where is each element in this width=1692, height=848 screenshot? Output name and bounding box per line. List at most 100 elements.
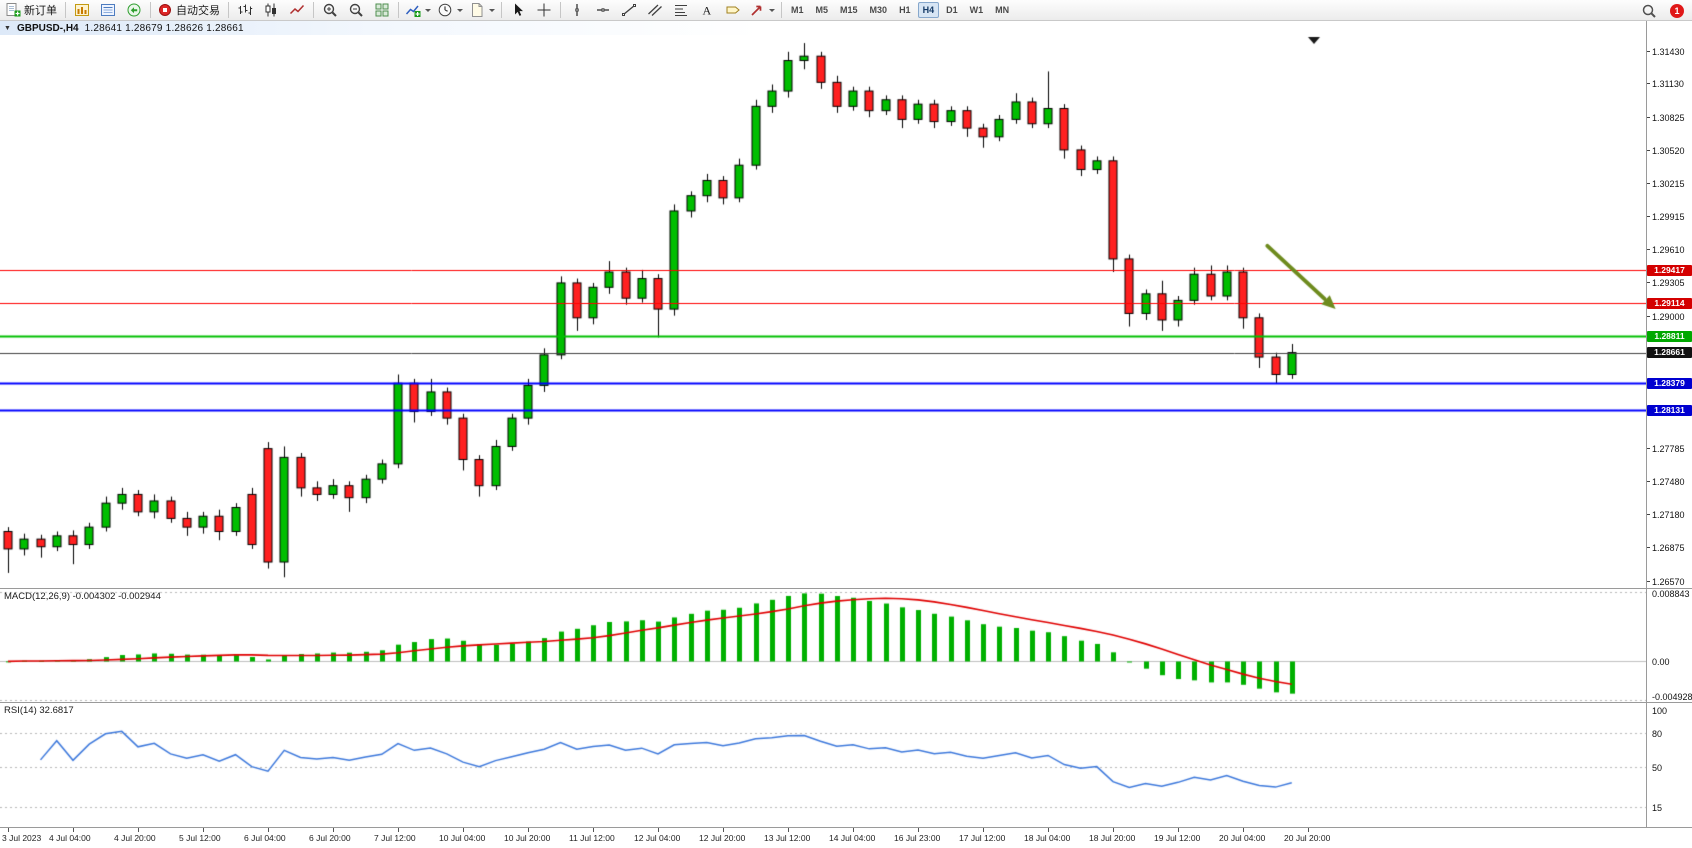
price-level-tag: 1.29114 — [1647, 298, 1692, 309]
timeframe-w1-button[interactable]: W1 — [969, 5, 984, 15]
price-level-tag: 1.28379 — [1647, 378, 1692, 389]
trendline-button[interactable] — [616, 0, 642, 21]
toolbar-separator — [150, 2, 151, 18]
panel-separator[interactable] — [0, 588, 1692, 589]
navigator-button[interactable] — [121, 0, 147, 21]
tile-icon — [375, 3, 389, 17]
chevron-down-icon — [489, 8, 495, 12]
timeframe-m5-button[interactable]: M5 — [815, 5, 829, 15]
axis-tickmark — [1646, 514, 1650, 515]
time-label: 5 Jul 12:00 — [179, 833, 221, 843]
macd-axis-tick: -0.004928 — [1652, 692, 1692, 702]
candlestick-chart-button[interactable] — [258, 0, 284, 21]
vertical-line-button[interactable] — [564, 0, 590, 21]
time-label: 14 Jul 04:00 — [829, 833, 876, 843]
price-tick: 1.29305 — [1652, 278, 1685, 288]
rsi-panel-canvas[interactable] — [0, 703, 1646, 827]
price-level-tag: 1.28131 — [1647, 405, 1692, 416]
periods-button[interactable] — [434, 0, 466, 21]
toolbar-separator — [313, 2, 314, 18]
time-label: 4 Jul 04:00 — [49, 833, 91, 843]
chevron-down-icon — [769, 8, 775, 12]
timeframe-m30-button[interactable]: M30 — [869, 5, 888, 15]
timeframe-h1-button[interactable]: H1 — [899, 5, 911, 15]
price-chart-canvas[interactable] — [0, 35, 1646, 588]
chart-window-icon: ▼ — [4, 24, 11, 32]
time-label: 20 Jul 20:00 — [1284, 833, 1331, 843]
axis-tickmark — [1646, 83, 1650, 84]
toolbar-separator — [560, 2, 561, 18]
time-label: 18 Jul 04:00 — [1024, 833, 1071, 843]
time-tickmark — [1113, 828, 1114, 832]
autotrading-button[interactable]: 自动交易 — [154, 0, 225, 21]
vline-icon — [575, 4, 579, 16]
new-order-button[interactable]: 新订单 — [2, 0, 62, 21]
indicators-button[interactable] — [402, 0, 434, 21]
time-label: 10 Jul 04:00 — [439, 833, 486, 843]
text-label-button[interactable] — [720, 0, 746, 21]
axis-tickmark — [1646, 51, 1650, 52]
macd-panel-canvas[interactable] — [0, 589, 1646, 702]
price-tick: 1.30825 — [1652, 113, 1685, 123]
zoom-in-button[interactable] — [317, 0, 343, 21]
arrow-tool-icon — [751, 5, 762, 16]
bars-icon — [238, 4, 253, 15]
time-label: 6 Jul 20:00 — [309, 833, 351, 843]
time-tickmark — [398, 828, 399, 832]
axis-tickmark — [1646, 117, 1650, 118]
axis-tickmark — [1646, 150, 1650, 151]
price-tick: 1.26570 — [1652, 577, 1685, 587]
time-tickmark — [528, 828, 529, 832]
panel-separator[interactable] — [0, 702, 1692, 703]
time-tickmark — [983, 828, 984, 832]
timeframe-mn-button[interactable]: MN — [995, 5, 1010, 15]
macd-indicator-label: MACD(12,26,9) -0.004302 -0.002944 — [4, 591, 161, 602]
chart-caption: ▼ GBPUSD-,H4 1.28641 1.28679 1.28626 1.2… — [0, 21, 1692, 35]
new-order-icon — [6, 3, 21, 17]
templates-button[interactable] — [466, 0, 498, 21]
timeframe-d1-button[interactable]: D1 — [946, 5, 958, 15]
rsi-indicator-label: RSI(14) 32.6817 — [4, 705, 74, 716]
toolbar-separator — [228, 2, 229, 18]
time-tickmark — [1048, 828, 1049, 832]
zoom-out-button[interactable] — [343, 0, 369, 21]
time-label: 10 Jul 20:00 — [504, 833, 551, 843]
timeframe-m15-button[interactable]: M15 — [840, 5, 858, 15]
axis-tickmark — [1646, 448, 1650, 449]
time-label: 7 Jul 12:00 — [374, 833, 416, 843]
toolbar-separator — [501, 2, 502, 18]
time-tickmark — [593, 828, 594, 832]
new-order-button-label: 新订单 — [24, 5, 57, 17]
channel-button[interactable] — [642, 0, 668, 21]
zoom-out-icon — [349, 3, 363, 17]
fibonacci-button[interactable] — [668, 0, 694, 21]
price-tick: 1.26875 — [1652, 543, 1685, 553]
chart-window-icon — [75, 4, 89, 16]
timeframe-m1-button[interactable]: M1 — [791, 5, 804, 15]
price-tick: 1.27480 — [1652, 477, 1685, 487]
timeframe-h4-button[interactable]: H4 — [917, 2, 940, 18]
time-tickmark — [203, 828, 204, 832]
price-level-tag: 1.28661 — [1647, 347, 1692, 358]
line-chart-button[interactable] — [284, 0, 310, 21]
market-watch-button[interactable] — [95, 0, 121, 21]
horizontal-line-button[interactable] — [590, 0, 616, 21]
price-tick: 1.29000 — [1652, 312, 1685, 322]
tile-windows-button[interactable] — [369, 0, 395, 21]
notification-badge[interactable]: 1 — [1670, 3, 1684, 18]
search-button[interactable] — [1636, 0, 1662, 21]
time-tickmark — [788, 828, 789, 832]
crosshair-icon — [537, 3, 551, 17]
text-button[interactable]: A — [694, 0, 720, 21]
cursor-button[interactable] — [505, 0, 531, 21]
market-watch-icon — [101, 4, 115, 16]
hline-icon — [597, 8, 609, 12]
time-axis[interactable]: 3 Jul 2023 4 Jul 04:00 4 Jul 20:00 5 Jul 12… — [0, 828, 1692, 848]
time-label: 12 Jul 04:00 — [634, 833, 681, 843]
indicators-icon — [405, 5, 421, 17]
arrows-button[interactable] — [746, 0, 778, 21]
bar-chart-button[interactable] — [232, 0, 258, 21]
time-label: 19 Jul 12:00 — [1154, 833, 1201, 843]
charts-window-button[interactable] — [69, 0, 95, 21]
crosshair-button[interactable] — [531, 0, 557, 21]
